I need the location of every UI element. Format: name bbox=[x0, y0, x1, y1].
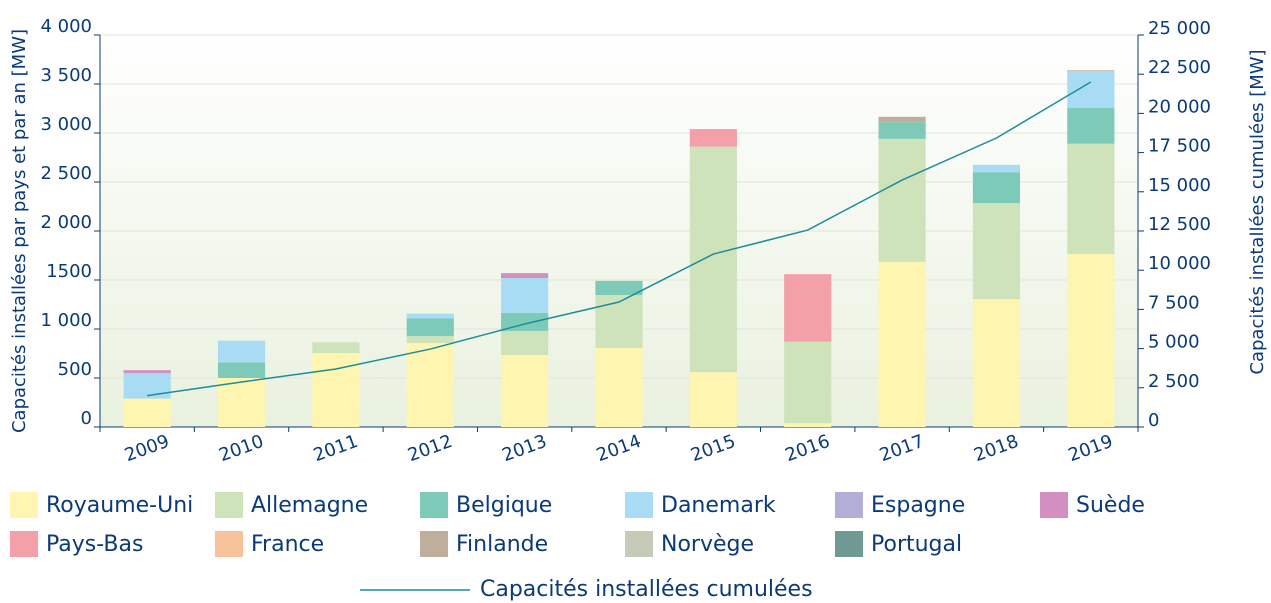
bar-segment bbox=[595, 295, 643, 349]
y2-tick-label: 15 000 bbox=[1148, 175, 1211, 196]
bar-segment bbox=[501, 330, 549, 355]
legend-label: Suède bbox=[1076, 493, 1145, 518]
bar-segment bbox=[878, 116, 926, 123]
bar-segment bbox=[784, 341, 832, 424]
bar-segment bbox=[123, 370, 171, 374]
bar-segment bbox=[784, 423, 832, 427]
bar-segment bbox=[1067, 70, 1115, 72]
legend-label: Finlande bbox=[456, 532, 548, 557]
legend-swatch bbox=[215, 492, 243, 518]
bar-segment bbox=[1067, 71, 1115, 109]
bar-segment bbox=[878, 138, 926, 262]
legend-label: Belgique bbox=[456, 493, 552, 518]
bar-segment bbox=[312, 353, 360, 427]
y-tick-label: 1500 bbox=[46, 261, 92, 282]
bar-segment bbox=[1067, 143, 1115, 255]
y2-tick-label: 7 500 bbox=[1148, 292, 1200, 313]
bar-segment bbox=[972, 203, 1021, 300]
legend-label: Capacités installées cumulées bbox=[480, 577, 813, 602]
y2-tick-label: 10 000 bbox=[1148, 253, 1211, 274]
y2-axis-label: Capacités installées cumulées [MW] bbox=[1247, 49, 1268, 374]
legend-label: Portugal bbox=[871, 532, 962, 557]
x-tick-label: 2016 bbox=[782, 431, 832, 466]
bar-segment bbox=[406, 336, 454, 344]
y2-tick-label: 20 000 bbox=[1148, 96, 1211, 117]
bar-segment bbox=[878, 261, 926, 427]
legend-swatch bbox=[10, 492, 38, 518]
x-tick-label: 2014 bbox=[594, 431, 644, 466]
bar-segment bbox=[501, 278, 549, 313]
legend-swatch bbox=[835, 492, 863, 518]
legend-swatch bbox=[215, 531, 243, 557]
bar-segment bbox=[501, 273, 549, 279]
bar-segment bbox=[972, 299, 1021, 427]
y-tick-label: 4 000 bbox=[40, 16, 92, 37]
y-tick-label: 3 000 bbox=[40, 114, 92, 135]
bar-segment bbox=[689, 372, 737, 427]
y2-tick-label: 25 000 bbox=[1148, 18, 1211, 39]
legend-label: Danemark bbox=[661, 493, 776, 518]
bar-segment bbox=[1067, 108, 1115, 144]
bar-segment bbox=[217, 340, 266, 363]
x-tick-label: 2015 bbox=[688, 431, 738, 466]
legend-swatch bbox=[625, 492, 653, 518]
bar-segment bbox=[501, 354, 549, 427]
bar-segment bbox=[595, 348, 643, 427]
y-tick-label: 2 500 bbox=[40, 163, 92, 184]
line bbox=[147, 81, 1092, 397]
bar-segment bbox=[689, 129, 737, 147]
legend-label: Royaume-Uni bbox=[46, 493, 193, 518]
y-tick-label: 3 500 bbox=[40, 65, 92, 86]
legend-swatch bbox=[420, 531, 448, 557]
y2-tick-label: 17 500 bbox=[1148, 136, 1211, 157]
y2-tick-label: 0 bbox=[1148, 410, 1159, 431]
legend-swatch bbox=[835, 531, 863, 557]
legend-swatch bbox=[1040, 492, 1068, 518]
legend-swatch bbox=[625, 531, 653, 557]
x-tick-label: 2012 bbox=[405, 431, 455, 466]
x-tick-label: 2010 bbox=[216, 431, 266, 466]
bar-segment bbox=[784, 274, 832, 342]
bar-segment bbox=[217, 362, 266, 378]
bar-segment bbox=[406, 313, 454, 319]
legend-swatch bbox=[420, 492, 448, 518]
y-tick-label: 0 bbox=[81, 408, 92, 429]
bar-segment bbox=[312, 342, 360, 354]
y2-tick-label: 12 500 bbox=[1148, 214, 1211, 235]
bar-segment bbox=[689, 146, 737, 373]
y-tick-label: 500 bbox=[58, 359, 92, 380]
y2-tick-label: 2 500 bbox=[1148, 371, 1200, 392]
bar-segment bbox=[123, 398, 171, 427]
bar-segment bbox=[972, 172, 1021, 204]
bar-segment bbox=[406, 318, 454, 337]
x-tick-label: 2011 bbox=[311, 431, 361, 466]
x-tick-label: 2019 bbox=[1066, 431, 1116, 466]
x-tick-label: 2013 bbox=[499, 431, 549, 466]
x-tick-label: 2017 bbox=[877, 431, 927, 466]
bar-segment bbox=[123, 373, 171, 399]
bar-segment bbox=[878, 122, 926, 139]
y-tick-label: 2 000 bbox=[40, 212, 92, 233]
y2-tick-label: 22 500 bbox=[1148, 57, 1211, 78]
y-tick-label: 1 000 bbox=[40, 310, 92, 331]
bar-segment bbox=[595, 280, 643, 296]
x-tick-label: 2009 bbox=[122, 431, 172, 466]
legend-label: Norvège bbox=[661, 532, 754, 557]
bar-segment bbox=[406, 343, 454, 427]
x-tick-label: 2018 bbox=[971, 431, 1021, 466]
legend-label: Allemagne bbox=[251, 493, 368, 518]
y2-tick-label: 5 000 bbox=[1148, 332, 1200, 353]
bar-segment bbox=[217, 378, 266, 427]
legend-swatch bbox=[10, 531, 38, 557]
y-axis-label: Capacités installées par pays et par an … bbox=[9, 29, 30, 433]
bar-segment bbox=[972, 164, 1021, 173]
legend-label: Espagne bbox=[871, 493, 965, 518]
legend-label: Pays-Bas bbox=[46, 532, 143, 557]
bar-segment bbox=[1067, 254, 1115, 427]
legend-label: France bbox=[251, 532, 324, 557]
